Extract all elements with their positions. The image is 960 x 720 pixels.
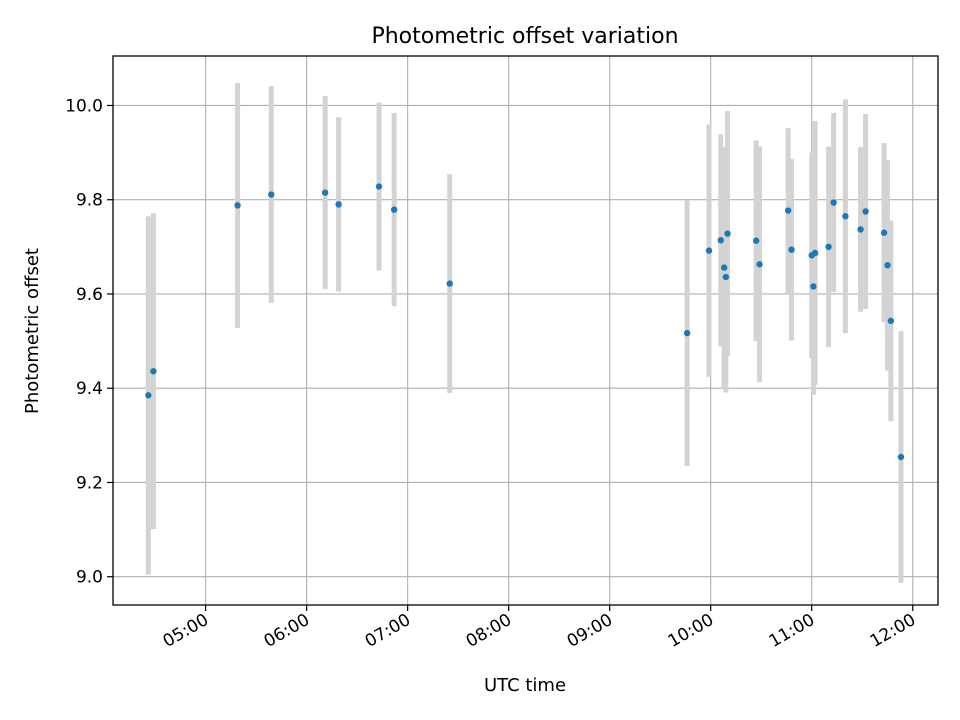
y-tick-label: 9.4: [76, 379, 103, 399]
data-point: [720, 264, 728, 271]
data-point: [842, 213, 849, 220]
data-points: [145, 183, 905, 461]
data-point: [683, 329, 691, 337]
data-point: [375, 183, 383, 190]
grid-lines: [113, 56, 938, 605]
data-point: [887, 317, 895, 325]
data-point: [897, 453, 905, 461]
data-point: [880, 229, 888, 236]
data-point: [717, 237, 725, 244]
data-point: [857, 226, 864, 233]
data-point: [784, 207, 792, 214]
data-point: [752, 237, 760, 244]
x-axis-label: UTC time: [484, 675, 566, 696]
data-point: [705, 247, 713, 254]
data-point: [390, 206, 398, 213]
plot-area-frame: [112, 55, 939, 606]
data-point: [810, 283, 817, 290]
chart-title: Photometric offset variation: [371, 24, 678, 49]
y-axis-label: Photometric offset: [22, 248, 43, 414]
data-point: [756, 261, 763, 268]
data-point: [335, 201, 342, 208]
data-point: [825, 243, 832, 251]
data-point: [884, 262, 891, 269]
y-axis-ticks: 9.0 9.2 9.4 9.6 9.8 10.0: [65, 96, 113, 588]
data-point: [830, 199, 837, 206]
data-point: [145, 392, 152, 399]
y-tick-label: 9.6: [76, 285, 103, 305]
data-point: [724, 230, 731, 237]
data-point: [446, 280, 453, 287]
y-tick-label: 9.2: [76, 473, 103, 493]
data-point: [862, 208, 869, 215]
y-tick-label: 10.0: [65, 96, 103, 116]
y-tick-label: 9.8: [76, 191, 103, 211]
y-tick-label: 9.0: [76, 568, 103, 588]
data-point: [150, 368, 157, 375]
data-point: [788, 246, 795, 253]
data-point: [234, 202, 241, 209]
data-point: [811, 249, 819, 257]
data-point: [268, 191, 275, 198]
data-point: [321, 189, 329, 196]
data-point: [722, 273, 730, 281]
